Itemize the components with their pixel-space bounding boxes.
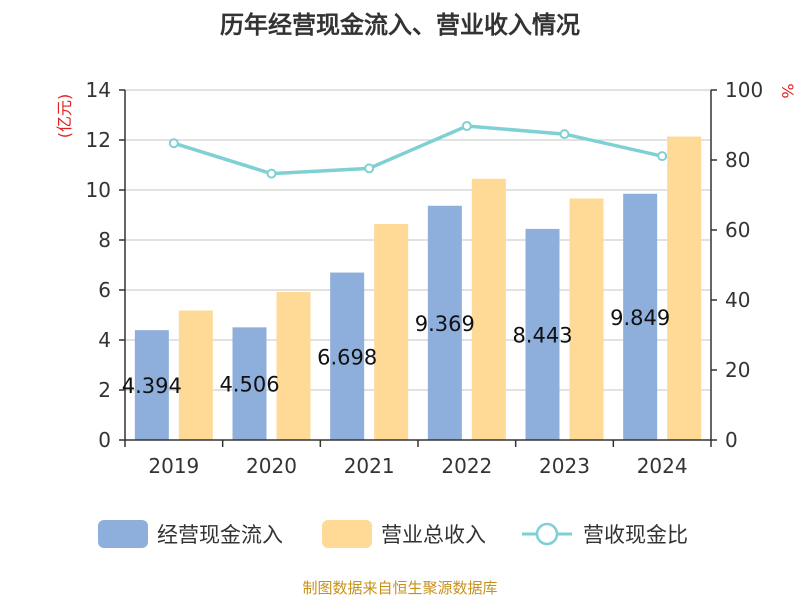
x-tick-label: 2023 xyxy=(539,454,590,478)
ratio-point xyxy=(266,168,277,179)
legend-swatch-revenue xyxy=(322,520,372,548)
x-tick-label: 2019 xyxy=(148,454,199,478)
bar-cash-inflow xyxy=(232,327,267,440)
bar-value-label: 9.369 xyxy=(415,312,475,336)
right-tick-label: 20 xyxy=(725,358,750,382)
x-tick-label: 2021 xyxy=(344,454,395,478)
bar-revenue xyxy=(667,136,702,440)
legend-swatch-cash-inflow xyxy=(98,520,148,548)
left-axis-ticks: 0 2 4 6 8 10 12 14 xyxy=(86,78,125,452)
chart-title: 历年经营现金流入、营业收入情况 xyxy=(220,11,580,39)
left-tick-label: 4 xyxy=(98,328,111,352)
x-tick-label: 2024 xyxy=(637,454,688,478)
bar-cash-inflow xyxy=(427,205,462,440)
left-tick-label: 10 xyxy=(86,178,111,202)
bar-cash-inflow xyxy=(623,193,658,440)
left-tick-label: 14 xyxy=(86,78,111,102)
bar-value-label: 4.506 xyxy=(219,373,279,397)
ratio-point xyxy=(364,163,375,174)
ratio-line-path xyxy=(173,124,663,176)
right-axis-ticks: 0 20 40 60 80 100 xyxy=(711,78,763,452)
bar-value-label: 6.698 xyxy=(317,345,377,369)
data-source-note: 制图数据来自恒生聚源数据库 xyxy=(302,579,497,597)
bar-cash-inflow xyxy=(330,272,365,440)
bar-value-labels: 4.394 4.506 6.698 9.369 8.443 9.849 xyxy=(122,306,670,398)
legend-label-revenue: 营业总收入 xyxy=(381,523,486,547)
ratio-point xyxy=(657,151,668,162)
legend-marker-ratio xyxy=(535,522,559,546)
bar-value-label: 4.394 xyxy=(122,374,182,398)
right-axis-unit: % xyxy=(778,83,797,98)
bar-cash-inflow xyxy=(134,330,169,440)
right-tick-label: 0 xyxy=(725,428,738,452)
x-tick-label: 2020 xyxy=(246,454,297,478)
right-tick-label: 40 xyxy=(725,288,750,312)
axes xyxy=(124,90,712,447)
left-tick-label: 0 xyxy=(98,428,111,452)
bar-revenue xyxy=(569,198,604,440)
bar-revenue xyxy=(471,178,506,440)
right-tick-label: 60 xyxy=(725,218,750,242)
bar-value-label: 8.443 xyxy=(512,323,572,347)
ratio-line xyxy=(168,121,668,179)
ratio-point xyxy=(168,138,179,149)
gridlines xyxy=(125,89,711,391)
bars xyxy=(134,136,702,440)
left-tick-label: 12 xyxy=(86,128,111,152)
ratio-point xyxy=(461,121,472,132)
x-tick-label: 2022 xyxy=(441,454,492,478)
left-tick-label: 8 xyxy=(98,228,111,252)
ratio-point xyxy=(559,129,570,140)
legend-label-cash-inflow: 经营现金流入 xyxy=(157,523,283,547)
bar-revenue xyxy=(374,224,409,440)
bar-revenue xyxy=(178,310,213,440)
bar-revenue xyxy=(276,292,311,440)
right-tick-label: 100 xyxy=(725,78,763,102)
legend: 经营现金流入 营业总收入 营收现金比 xyxy=(98,520,688,548)
left-axis-unit: (亿元) xyxy=(55,94,74,139)
left-tick-label: 6 xyxy=(98,278,111,302)
bar-cash-inflow xyxy=(525,228,560,440)
legend-label-ratio: 营收现金比 xyxy=(583,523,688,547)
bar-value-label: 9.849 xyxy=(610,306,670,330)
x-axis-labels: 2019 2020 2021 2022 2023 2024 xyxy=(148,454,687,478)
left-tick-label: 2 xyxy=(98,378,111,402)
right-tick-label: 80 xyxy=(725,148,750,172)
